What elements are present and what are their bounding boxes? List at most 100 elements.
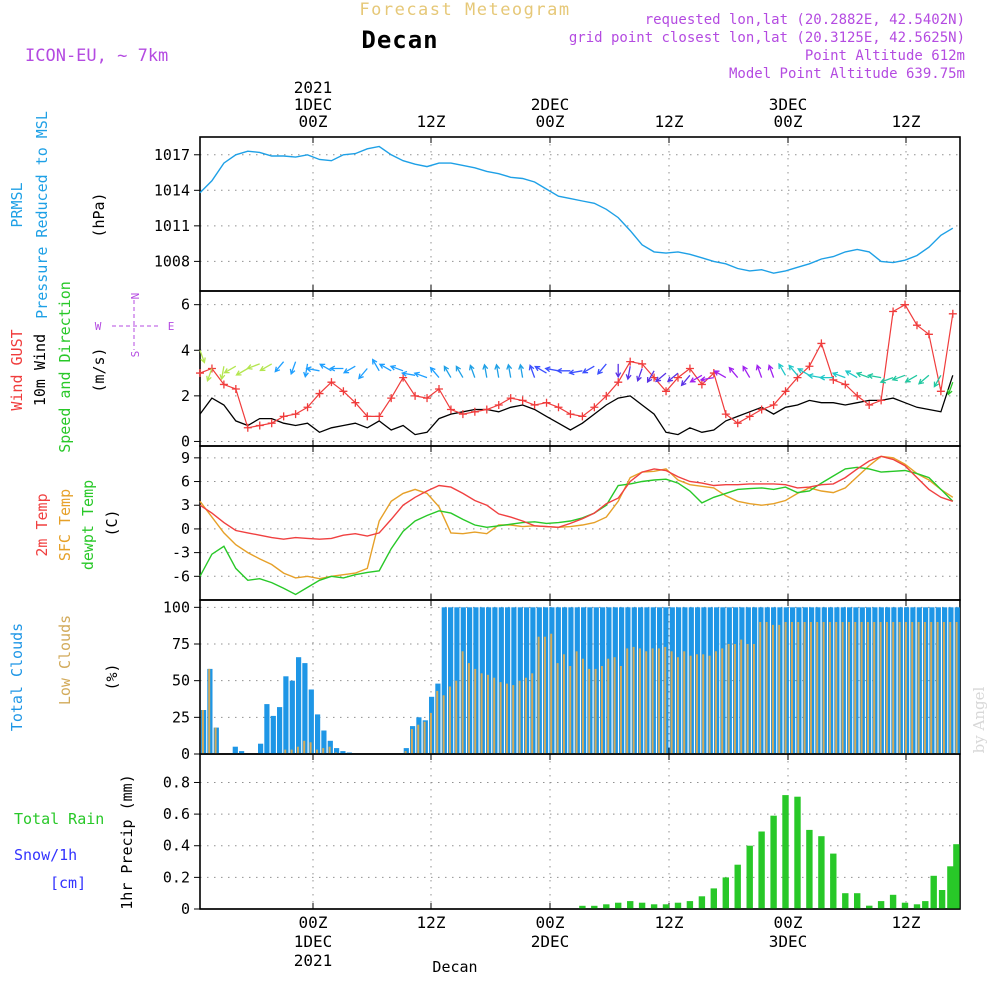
- rain-bar: [603, 904, 610, 909]
- low-cloud-bar: [892, 622, 895, 754]
- wind-direction-arrow: [636, 368, 643, 382]
- wind-direction-arrow: [699, 376, 714, 383]
- low-cloud-bar: [467, 663, 470, 754]
- tick-label-bottom-6: 12Z: [892, 913, 921, 932]
- gust-marker: [375, 412, 384, 421]
- compass-e: E: [168, 320, 175, 333]
- precip-ytick-label: 0.6: [163, 805, 190, 823]
- gust-marker: [841, 380, 850, 389]
- wind-ytick-label: 0: [181, 432, 190, 450]
- date-label-top-2: 2DEC: [531, 95, 570, 114]
- tick-label-top-6: 12Z: [892, 112, 921, 131]
- clouds-ytick-label: 25: [172, 708, 190, 726]
- gust-marker: [638, 359, 647, 368]
- rain-bar: [922, 901, 929, 909]
- gust-marker: [494, 400, 503, 409]
- low-cloud-bar: [955, 622, 958, 754]
- tick-label-bottom-2: 12Z: [417, 913, 446, 932]
- wind-direction-arrow: [342, 365, 356, 374]
- low-cloud-bar: [417, 724, 420, 754]
- low-cloud-bar: [569, 666, 572, 754]
- total-cloud-bar: [454, 607, 460, 754]
- temp-ytick-label: 3: [181, 496, 190, 514]
- rain-bar: [650, 904, 658, 909]
- wind-direction-arrow: [581, 365, 595, 374]
- total-cloud-bar: [258, 743, 264, 754]
- wind-direction-arrow: [917, 374, 930, 385]
- clouds-panel-labels: Total Clouds Low Clouds (%): [8, 615, 121, 731]
- low-cloud-bar: [201, 710, 204, 754]
- gust-line: [199, 303, 954, 429]
- low-cloud-bar: [828, 622, 831, 754]
- footer-location: Decan: [432, 958, 477, 976]
- snow-label: Snow/1h: [14, 846, 77, 864]
- gust-marker: [482, 405, 491, 414]
- gust-marker: [327, 378, 336, 387]
- gust-marker: [267, 419, 276, 428]
- total-cloud-bar: [308, 689, 314, 754]
- precip-panel: 0.8 0.6 0.4 0.2 0: [163, 753, 961, 918]
- low-cloud-bar: [309, 742, 312, 754]
- location-title: Decan: [361, 26, 438, 54]
- low-cloud-bar: [752, 644, 755, 754]
- wind-direction-arrow: [329, 365, 344, 372]
- gust-marker: [291, 410, 300, 419]
- wind-direction-arrow: [443, 365, 452, 378]
- tick-label-bottom-1: 00Z: [299, 913, 328, 932]
- year-label-bottom: 2021: [294, 951, 333, 970]
- gust-marker: [387, 394, 396, 403]
- temp-ytick-label: 0: [181, 520, 190, 538]
- clouds-ytick-label: 0: [181, 745, 190, 763]
- low-cloud-bar: [695, 654, 698, 754]
- wind-direction-arrow: [946, 381, 954, 396]
- total-cloud-bar: [296, 657, 302, 754]
- low-cloud-bar: [835, 622, 838, 754]
- low-cloud-bar: [904, 622, 907, 754]
- wind-direction-arrow: [372, 358, 380, 372]
- gust-marker: [865, 400, 874, 409]
- rain-bar: [770, 815, 777, 909]
- tick-label-top-2: 12Z: [417, 112, 446, 131]
- pressure-ytick-label: 1008: [154, 252, 190, 270]
- gust-marker: [339, 387, 348, 396]
- wind-panel-labels: Wind GUST 10m Wind Speed and Direction (…: [8, 281, 174, 453]
- compass-n: N: [129, 293, 142, 300]
- wind-direction-arrow: [289, 361, 297, 376]
- tick-label-bottom-5: 00Z: [774, 913, 803, 932]
- wind-unit: (m/s): [90, 347, 108, 392]
- low-cloud-bar: [505, 683, 508, 754]
- model-altitude: Model Point Altitude 639.75m: [729, 66, 965, 82]
- wind-direction-arrow: [219, 366, 226, 381]
- low-cloud-bar: [600, 666, 603, 754]
- total-cloud-bar: [334, 748, 340, 754]
- wind-direction-arrow: [544, 366, 559, 373]
- low-cloud-bar: [284, 749, 287, 754]
- gust-marker: [662, 387, 671, 396]
- gust-marker: [877, 396, 886, 405]
- gust-marker: [781, 387, 790, 396]
- rain-bar: [591, 905, 598, 909]
- gust-marker: [231, 385, 240, 394]
- low-cloud-bar: [638, 648, 641, 754]
- tick-label-top-3: 00Z: [536, 112, 565, 131]
- wind-direction-arrow: [879, 376, 894, 384]
- pressure-unit: (hPa): [90, 192, 108, 237]
- rain-bar: [746, 845, 753, 909]
- clouds-unit: (%): [103, 663, 121, 690]
- low-cloud-bar: [214, 727, 217, 754]
- rain-bar: [710, 888, 717, 909]
- wind-direction-arrow: [844, 370, 858, 379]
- total-cloud-bar: [403, 748, 409, 754]
- low-cloud-bar: [936, 622, 939, 754]
- rain-bar: [854, 907, 861, 909]
- wind-gust-label: Wind GUST: [8, 329, 26, 410]
- gust-marker: [769, 400, 778, 409]
- low-cloud-bar: [474, 668, 477, 754]
- low-cloud-bar: [486, 674, 489, 754]
- rain-bar: [722, 877, 729, 909]
- wind-direction-arrow: [646, 370, 655, 384]
- wind-direction-arrow: [235, 367, 249, 376]
- gust-marker: [721, 410, 730, 419]
- temp-ytick-label: -6: [172, 567, 190, 585]
- wind-direction-arrow: [933, 374, 942, 388]
